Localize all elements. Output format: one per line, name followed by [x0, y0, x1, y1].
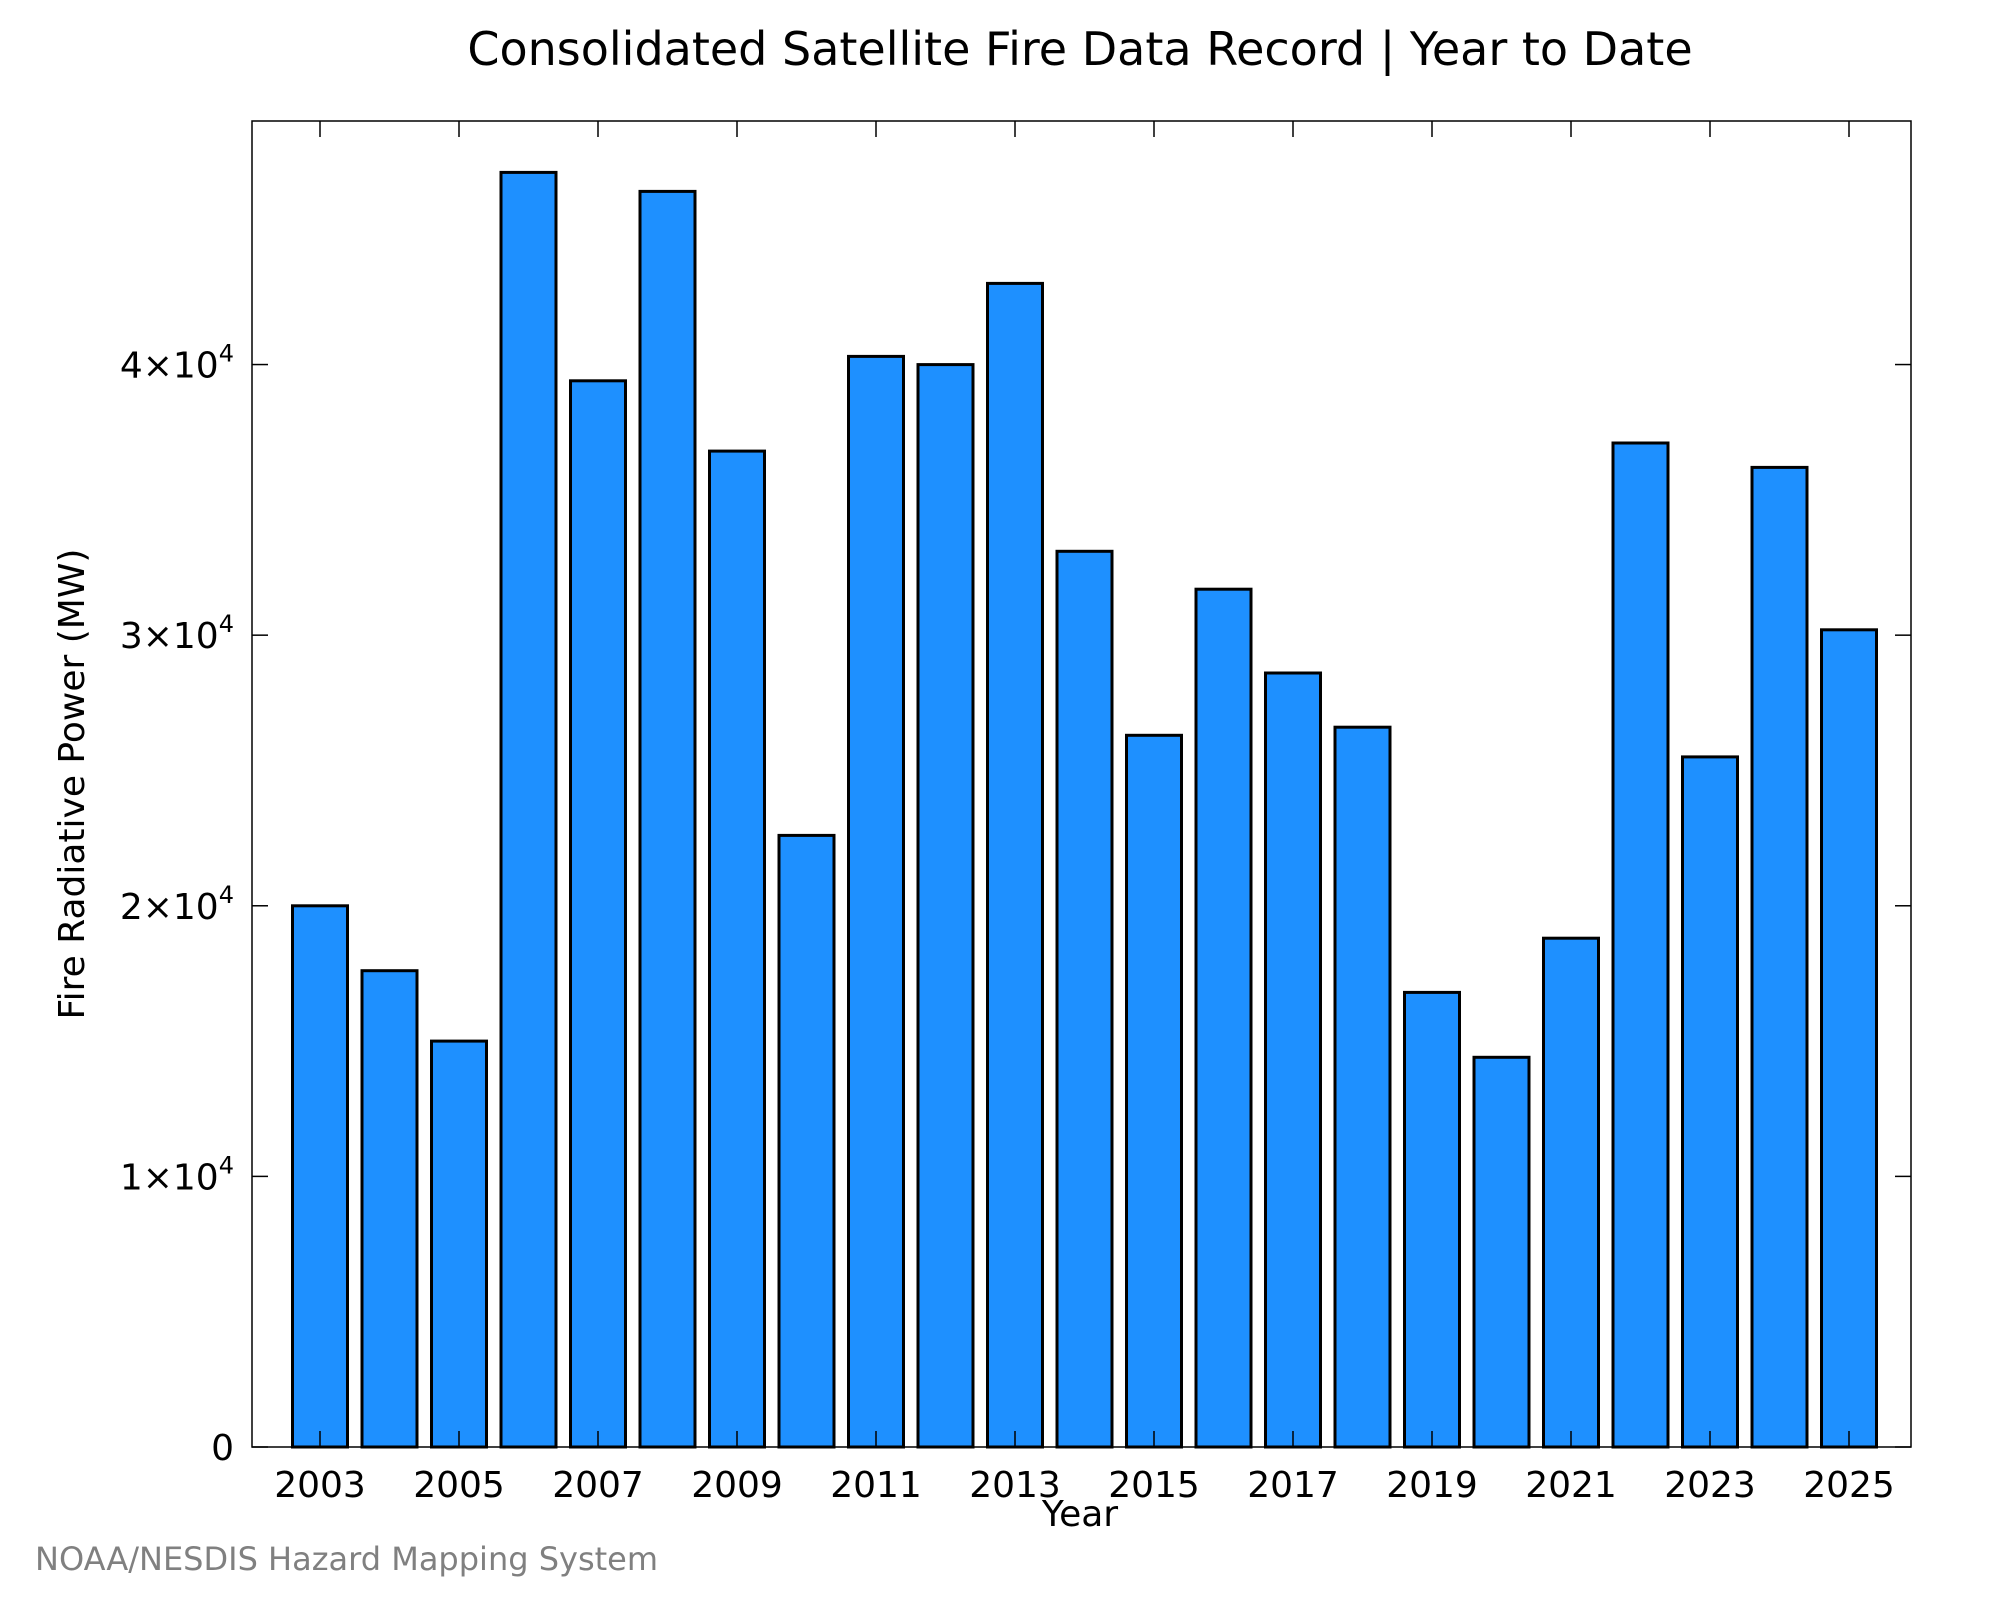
- x-tick-label: 2025: [1803, 1465, 1895, 1506]
- bar-2004: [360, 969, 419, 1449]
- bar-2003: [291, 904, 349, 1449]
- x-tick-label: 2011: [830, 1465, 922, 1506]
- bar-2007: [569, 379, 627, 1449]
- bar-2012: [916, 363, 975, 1449]
- bar-2014: [1055, 549, 1114, 1449]
- bar-2008: [638, 189, 697, 1449]
- bar-2009: [708, 449, 766, 1449]
- x-tick-label: 2007: [552, 1465, 644, 1506]
- x-tick-label: 2013: [969, 1465, 1061, 1506]
- y-tick-label: 2×104: [120, 881, 234, 928]
- x-tick-label: 2003: [274, 1465, 366, 1506]
- y-tick-label: 3×104: [120, 610, 234, 657]
- y-tick-label: 4×104: [120, 340, 234, 387]
- bar-2017: [1264, 671, 1322, 1449]
- chart-title: Consolidated Satellite Fire Data Record …: [467, 22, 1692, 77]
- x-tick-label: 2019: [1386, 1465, 1478, 1506]
- bar-2019: [1403, 990, 1461, 1449]
- bar-2010: [777, 833, 836, 1449]
- credit-text: NOAA/NESDIS Hazard Mapping System: [35, 1540, 658, 1578]
- bar-2005: [430, 1039, 488, 1449]
- bar-2024: [1750, 465, 1809, 1449]
- bar-2006: [499, 170, 558, 1449]
- bar-2020: [1472, 1055, 1531, 1449]
- y-axis-title: Fire Radiative Power (MW): [52, 549, 93, 1020]
- bar-2011: [847, 354, 905, 1449]
- x-axis-title: Year: [1041, 1494, 1118, 1535]
- x-tick-label: 2021: [1525, 1465, 1617, 1506]
- x-tick-label: 2005: [413, 1465, 505, 1506]
- bar-2023: [1681, 755, 1739, 1449]
- bar-2016: [1194, 587, 1253, 1449]
- bar-2022: [1611, 441, 1670, 1449]
- bar-2013: [986, 281, 1044, 1449]
- bar-2018: [1333, 725, 1392, 1449]
- x-tick-label: 2015: [1108, 1465, 1200, 1506]
- x-tick-label: 2009: [691, 1465, 783, 1506]
- x-tick-label: 2017: [1247, 1465, 1339, 1506]
- ticks-group: 0 1×104 2×104 3×104 4×104 2003 2005 2007 2009 201…: [120, 121, 1911, 1506]
- bar-2021: [1542, 936, 1600, 1449]
- y-tick-label: 0: [211, 1428, 234, 1469]
- bar-2015: [1125, 733, 1183, 1449]
- bars-group: [291, 170, 1878, 1449]
- bar-2025: [1820, 628, 1878, 1449]
- x-tick-label: 2023: [1664, 1465, 1756, 1506]
- y-tick-label: 1×104: [120, 1151, 234, 1198]
